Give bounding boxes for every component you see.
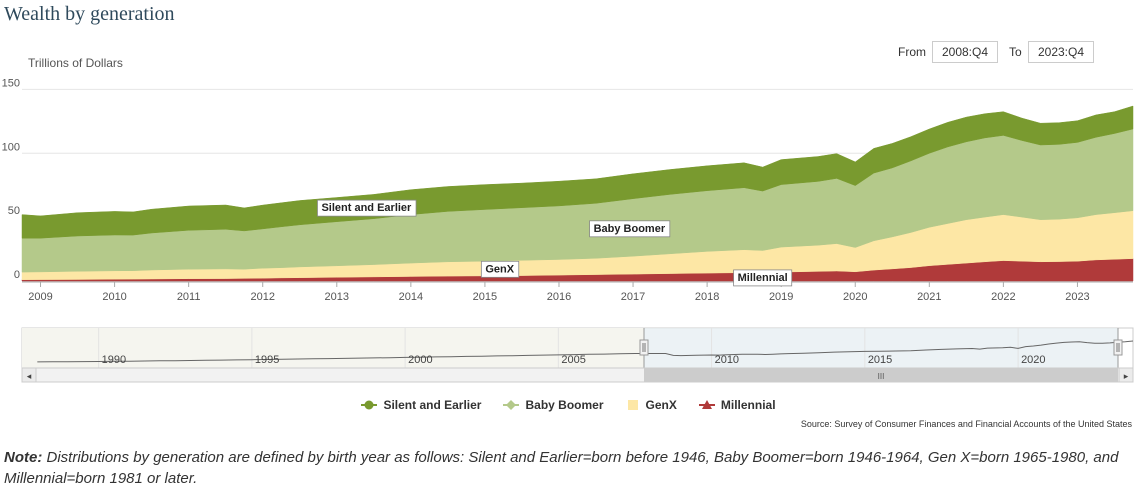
x-tick-label: 2010	[102, 291, 126, 303]
x-tick-label: 2019	[769, 291, 793, 303]
legend-label: Baby Boomer	[525, 398, 604, 412]
legend-item-millennial[interactable]: Millennial	[698, 398, 776, 412]
range-from-label: From	[898, 45, 926, 59]
navigator-tick-labels: 1990 1995 2000 2005 2010 2015 2020	[102, 354, 1046, 366]
navigator-left-handle[interactable]	[639, 339, 649, 356]
x-tick-label: 2020	[843, 291, 867, 303]
x-tick-label: 2017	[621, 291, 645, 303]
x-tick-label: 2011	[177, 291, 201, 303]
navigator-right-handle[interactable]	[1113, 339, 1123, 356]
legend-label: Millennial	[720, 398, 776, 412]
scrollbar-left-arrow-icon: ◂	[27, 371, 32, 381]
x-tick-label: 2013	[325, 291, 349, 303]
annotation-baby-boomer: Baby Boomer	[589, 220, 671, 238]
y-tick-label: 0	[14, 269, 20, 281]
annotation-silent-and-earlier: Silent and Earlier	[317, 199, 417, 217]
y-axis-title: Trillions of Dollars	[28, 56, 123, 70]
triangle-marker-icon	[698, 400, 715, 409]
area-series-group	[21, 105, 1134, 282]
square-marker-icon	[627, 400, 638, 410]
navigator-tick-label: 1990	[102, 354, 126, 366]
x-tick-label: 2021	[917, 291, 941, 303]
circle-marker-icon	[361, 400, 378, 410]
legend-label: GenX	[645, 398, 677, 412]
scrollbar-right-button[interactable]	[1118, 367, 1134, 383]
svg-text:Baby Boomer: Baby Boomer	[594, 223, 666, 235]
x-tick-label: 2012	[250, 291, 274, 303]
navigator-tick-label: 2010	[715, 354, 739, 366]
svg-text:GenX: GenX	[485, 263, 514, 275]
diamond-marker-icon	[503, 400, 520, 410]
annotations: Silent and Earlier Baby Boomer GenX Millenn…	[317, 199, 793, 287]
x-tick-label: 2016	[547, 291, 571, 303]
note-label: Note:	[4, 449, 43, 466]
footnote: Note: Distributions by generation are de…	[4, 447, 1129, 489]
legend-label: Silent and Earlier	[383, 398, 482, 412]
range-to-label: To	[1009, 45, 1022, 59]
annotation-genx: GenX	[480, 260, 520, 278]
navigator-tick-label: 2000	[408, 354, 432, 366]
scrollbar[interactable]: ◂ III ▸	[21, 367, 1134, 383]
x-tick-label: 2022	[991, 291, 1015, 303]
svg-text:Millennial: Millennial	[738, 272, 788, 284]
range-from-input[interactable]: 2008:Q4	[932, 41, 998, 63]
navigator-tick-label: 1995	[255, 354, 279, 366]
x-tick-label: 2015	[473, 291, 497, 303]
x-tick-label: 2014	[399, 291, 423, 303]
navigator-tick-label: 2015	[868, 354, 892, 366]
range-to-input[interactable]: 2023:Q4	[1028, 41, 1094, 63]
legend: Silent and Earlier Baby Boomer GenX Mill…	[0, 398, 1137, 412]
note-text: Distributions by generation are defined …	[4, 449, 1119, 487]
navigator-selected-range[interactable]	[644, 328, 1118, 368]
navigator-series-line	[37, 340, 1134, 363]
navigator-tick-label: 2005	[561, 354, 585, 366]
scrollbar-thumb[interactable]	[644, 368, 1118, 382]
legend-item-genx[interactable]: GenX	[626, 398, 677, 412]
source-note: Source: Survey of Consumer Finances and …	[800, 419, 1132, 429]
x-tick-label: 2023	[1065, 291, 1089, 303]
annotation-millennial: Millennial	[733, 269, 793, 287]
y-tick-label: 100	[2, 141, 20, 153]
navigator[interactable]: 1990 1995 2000 2005 2010 2015 2020	[21, 327, 1134, 369]
y-tick-label: 150	[2, 77, 20, 89]
scrollbar-left-button[interactable]	[21, 367, 37, 383]
legend-item-baby-boomer[interactable]: Baby Boomer	[503, 398, 604, 412]
x-tick-label: 2009	[28, 291, 52, 303]
svg-text:Silent and Earlier: Silent and Earlier	[321, 202, 412, 214]
legend-item-silent-and-earlier[interactable]: Silent and Earlier	[361, 398, 481, 412]
page-title: Wealth by generation	[4, 3, 175, 25]
navigator-tick-label: 2020	[1021, 354, 1045, 366]
scrollbar-right-arrow-icon: ▸	[1124, 371, 1129, 381]
scrollbar-grip-icon: III	[878, 372, 885, 381]
x-tick-label: 2018	[695, 291, 719, 303]
axes: 2009 2010 2011 2012 2013 2014 2015 2016 2017 2018…	[22, 281, 1133, 303]
y-tick-label: 50	[8, 205, 20, 217]
